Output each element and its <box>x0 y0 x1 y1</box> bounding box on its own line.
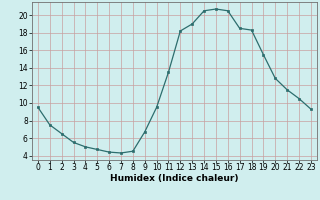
X-axis label: Humidex (Indice chaleur): Humidex (Indice chaleur) <box>110 174 239 183</box>
